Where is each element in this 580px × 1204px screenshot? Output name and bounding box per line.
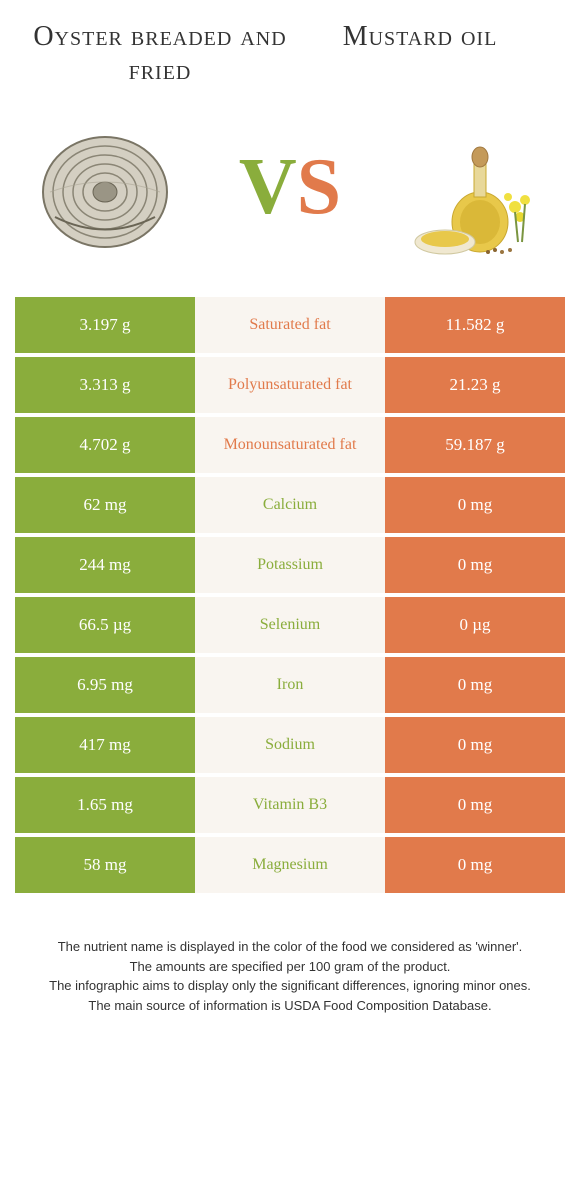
comparison-table: 3.197 gSaturated fat11.582 g3.313 gPolyu… [0, 297, 580, 893]
footer-line-2: The amounts are specified per 100 gram o… [20, 957, 560, 977]
header: Oyster breaded and fried Mustard oil [0, 0, 580, 97]
right-value-cell: 59.187 g [385, 417, 565, 473]
vs-label: VS [239, 142, 341, 233]
left-value-cell: 62 mg [15, 477, 195, 533]
right-value-cell: 0 mg [385, 477, 565, 533]
footer-line-3: The infographic aims to display only the… [20, 976, 560, 996]
vs-v-letter: V [239, 142, 297, 233]
table-row: 58 mgMagnesium0 mg [15, 837, 565, 893]
left-value-cell: 244 mg [15, 537, 195, 593]
right-value-cell: 0 mg [385, 837, 565, 893]
images-row: VS [0, 97, 580, 297]
nutrient-label-cell: Saturated fat [195, 297, 385, 353]
nutrient-label-cell: Polyunsaturated fat [195, 357, 385, 413]
table-row: 62 mgCalcium0 mg [15, 477, 565, 533]
vs-s-letter: S [297, 142, 342, 233]
footer-line-4: The main source of information is USDA F… [20, 996, 560, 1016]
left-value-cell: 417 mg [15, 717, 195, 773]
left-value-cell: 66.5 µg [15, 597, 195, 653]
table-row: 3.197 gSaturated fat11.582 g [15, 297, 565, 353]
footer-line-1: The nutrient name is displayed in the co… [20, 937, 560, 957]
nutrient-label-cell: Iron [195, 657, 385, 713]
right-value-cell: 0 mg [385, 657, 565, 713]
right-value-cell: 0 mg [385, 777, 565, 833]
right-value-cell: 21.23 g [385, 357, 565, 413]
right-value-cell: 11.582 g [385, 297, 565, 353]
table-row: 4.702 gMonounsaturated fat59.187 g [15, 417, 565, 473]
oyster-icon [35, 122, 175, 252]
nutrient-label-cell: Selenium [195, 597, 385, 653]
nutrient-label-cell: Sodium [195, 717, 385, 773]
right-food-title: Mustard oil [290, 20, 550, 54]
table-row: 3.313 gPolyunsaturated fat21.23 g [15, 357, 565, 413]
right-value-cell: 0 µg [385, 597, 565, 653]
footer-notes: The nutrient name is displayed in the co… [0, 897, 580, 1035]
nutrient-label-cell: Magnesium [195, 837, 385, 893]
left-value-cell: 6.95 mg [15, 657, 195, 713]
table-row: 1.65 mgVitamin B30 mg [15, 777, 565, 833]
table-row: 6.95 mgIron0 mg [15, 657, 565, 713]
left-value-cell: 1.65 mg [15, 777, 195, 833]
left-value-cell: 3.313 g [15, 357, 195, 413]
left-value-cell: 3.197 g [15, 297, 195, 353]
left-value-cell: 58 mg [15, 837, 195, 893]
nutrient-label-cell: Monounsaturated fat [195, 417, 385, 473]
nutrient-label-cell: Potassium [195, 537, 385, 593]
nutrient-label-cell: Calcium [195, 477, 385, 533]
left-value-cell: 4.702 g [15, 417, 195, 473]
left-food-title: Oyster breaded and fried [30, 20, 290, 87]
table-row: 66.5 µgSelenium0 µg [15, 597, 565, 653]
mustard-oil-image [400, 112, 550, 262]
mustard-oil-icon [400, 112, 550, 262]
oyster-image [30, 112, 180, 262]
table-row: 244 mgPotassium0 mg [15, 537, 565, 593]
nutrient-label-cell: Vitamin B3 [195, 777, 385, 833]
table-row: 417 mgSodium0 mg [15, 717, 565, 773]
right-value-cell: 0 mg [385, 537, 565, 593]
right-value-cell: 0 mg [385, 717, 565, 773]
